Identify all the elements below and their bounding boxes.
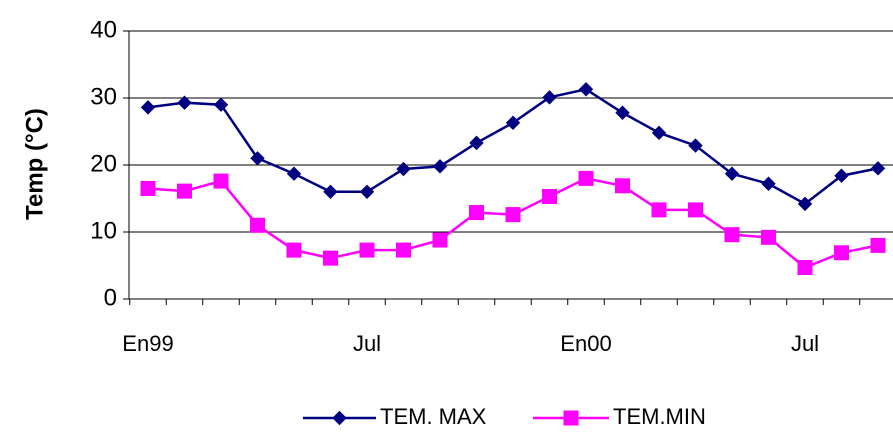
- data-point: [797, 260, 813, 276]
- x-tick-label: En00: [560, 331, 611, 356]
- legend-item: TEM.MIN: [533, 404, 706, 429]
- series-tem-min: [140, 170, 886, 276]
- data-point: [213, 97, 229, 112]
- data-point: [761, 176, 776, 191]
- data-point: [359, 242, 375, 258]
- x-tick-label: Jul: [353, 331, 381, 356]
- series-tem-max: [140, 82, 886, 212]
- data-point: [761, 229, 776, 245]
- y-tick-label: 0: [104, 284, 117, 311]
- legend-item: TEM. MAX: [303, 404, 487, 429]
- data-point: [250, 217, 265, 233]
- data-point: [651, 125, 667, 141]
- x-tick-label: Jul: [791, 331, 819, 356]
- data-point: [542, 90, 557, 105]
- x-tick-label: En99: [122, 331, 173, 356]
- data-point: [578, 170, 594, 186]
- data-point: [286, 242, 302, 258]
- y-tick-label: 40: [90, 16, 117, 43]
- data-point: [286, 166, 302, 181]
- data-point: [615, 105, 630, 120]
- data-point: [724, 227, 740, 243]
- data-point: [469, 135, 484, 151]
- data-point: [505, 207, 521, 223]
- data-point: [870, 161, 886, 176]
- data-point: [396, 242, 411, 258]
- data-point: [323, 250, 338, 266]
- legend-label: TEM. MAX: [380, 404, 487, 429]
- legend: TEM. MAX TEM.MIN: [303, 404, 706, 429]
- data-point: [177, 95, 192, 110]
- data-point: [834, 245, 849, 261]
- y-tick-label: 10: [90, 217, 117, 244]
- data-point: [688, 202, 703, 218]
- series-group: [140, 82, 886, 276]
- data-point: [323, 184, 338, 200]
- y-axis: 0 10 20 30 40: [90, 16, 130, 311]
- data-point: [432, 232, 448, 248]
- x-axis: En99 Jul En00 Jul: [122, 298, 893, 356]
- data-point: [615, 178, 630, 194]
- legend-diamond-marker: [332, 410, 347, 426]
- data-point: [688, 138, 703, 153]
- data-point: [834, 168, 849, 183]
- data-point: [578, 82, 594, 97]
- data-point: [213, 173, 229, 189]
- data-point: [724, 166, 740, 181]
- gridlines: [129, 30, 893, 233]
- data-point: [505, 115, 521, 130]
- data-point: [250, 151, 265, 166]
- legend-square-marker: [563, 410, 579, 426]
- data-point: [359, 184, 375, 200]
- y-tick-label: 20: [90, 150, 117, 177]
- data-point: [140, 100, 156, 115]
- data-point: [797, 196, 813, 212]
- data-point: [140, 180, 156, 196]
- y-tick-label: 30: [90, 83, 117, 110]
- data-point: [651, 202, 667, 218]
- legend-label: TEM.MIN: [613, 404, 706, 429]
- data-point: [469, 205, 484, 221]
- data-point: [542, 188, 557, 204]
- data-point: [396, 161, 411, 177]
- y-axis-label: Temp (°C): [21, 108, 48, 220]
- data-point: [177, 183, 192, 199]
- data-point: [432, 159, 448, 174]
- data-point: [870, 237, 886, 253]
